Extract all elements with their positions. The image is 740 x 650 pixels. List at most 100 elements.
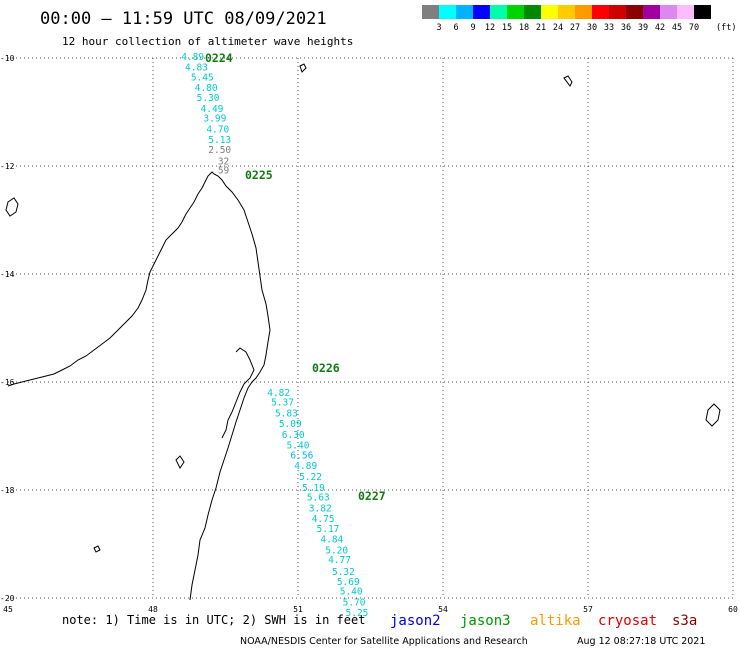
satellite-cryosat: cryosat [598,613,657,629]
legend-label: 9 [470,23,475,33]
legend-swatch [643,5,660,19]
legend-swatch [490,5,507,19]
swh-value: 5.09 [279,419,302,430]
swh-value: 4.77 [328,555,351,566]
swh-value: 5.19 [302,483,325,494]
footer-note: note: 1) Time is in UTC; 2) SWH is in fe… [62,613,365,627]
swh-value: 5.40 [287,441,310,452]
y-tick-label: -10 [0,54,15,63]
legend-swatch [524,5,541,19]
footer-timestamp: Aug 12 08:27:18 UTC 2021 [577,636,705,647]
swh-value: 5.25 [346,608,369,619]
swh-value: 4.89 [181,52,204,63]
swh-value: 4.49 [201,104,224,115]
island-south [175,455,185,469]
swh-value: 5.30 [197,93,220,104]
legend-swatch [626,5,643,19]
island-north [299,63,307,73]
x-tick-label: 54 [438,605,448,614]
legend-swatch [592,5,609,19]
swh-value: 4.80 [195,83,218,94]
legend-label: 24 [553,23,563,33]
legend-label: 6 [453,23,458,33]
legend-label: 70 [689,23,699,33]
satellite-altika: altika [530,613,581,629]
legend-label: 12 [485,23,495,33]
y-tick-label: -12 [0,162,15,171]
west-coast-detail [221,347,255,439]
swh-value: 5.13 [208,135,231,146]
swh-value: 5.20 [325,545,348,556]
y-tick-label: -18 [0,486,15,495]
swh-value: 3.82 [309,503,332,514]
legend-label: 3 [436,23,441,33]
swh-value: 59 [218,165,230,176]
legend-swatch [439,5,456,19]
swh-value: 6.56 [290,450,313,461]
swh-value: 5.40 [340,587,363,598]
swh-value: 5.17 [317,524,340,535]
legend-swatch [660,5,677,19]
map-subtitle: 12 hour collection of altimeter wave hei… [62,35,353,48]
x-tick-label: 45 [3,605,13,614]
swh-value: 5.83 [275,408,298,419]
coastline [5,63,721,601]
legend-unit: (ft) [716,23,736,33]
legend-label: 36 [621,23,631,33]
wave-height-legend: 3 6 9 12 15 18 21 24 27 30 33 36 39 42 45 70 [422,5,711,33]
lat-lon-grid: 45 48 51 54 57 60 -10 -12 -14 -16 -18 -20 [0,54,738,614]
swh-observations: 4.894.835.454.805.304.493.994.705.132.50… [181,52,368,619]
swh-value: 6.30 [282,430,305,441]
legend-label: 45 [672,23,682,33]
swh-value: 4.82 [267,388,290,399]
swh-value: 5.63 [307,493,330,504]
swh-value: 32 [218,157,229,168]
legend-swatch [677,5,694,19]
legend-label: 18 [519,23,529,33]
legend-swatch [609,5,626,19]
track-time-0225: 0225 [245,168,273,182]
swh-value: 5.69 [337,577,360,588]
swh-value: 4.75 [312,514,335,525]
island-east [563,75,573,87]
legend-swatch [422,5,439,19]
legend-label: 33 [604,23,614,33]
track-time-0226: 0226 [312,361,340,375]
x-tick-label: 48 [148,605,158,614]
legend-label: 42 [655,23,665,33]
legend-label: 21 [536,23,546,33]
swh-value: 4.70 [206,124,229,135]
legend-swatch [575,5,592,19]
swh-value: 5.45 [191,72,214,83]
swh-value: 4.84 [320,535,343,546]
footer-credit: NOAA/NESDIS Center for Satellite Applica… [240,636,528,647]
legend-swatch [541,5,558,19]
track-time-0227: 0227 [358,489,386,503]
satellite-jason2: jason2 [390,613,441,629]
swh-value: 4.83 [185,63,208,74]
swh-value: 5.22 [299,472,322,483]
x-tick-label: 51 [293,605,303,614]
island-nosy-be [5,197,19,217]
legend-label: 39 [638,23,648,33]
swh-value: 2.50 [208,145,231,156]
legend-label: 30 [587,23,597,33]
swh-value: 5.32 [332,567,355,578]
swh-value: 3.99 [203,113,226,124]
x-tick-label: 57 [583,605,593,614]
y-tick-label: -16 [0,378,15,387]
map-title: 00:00 – 11:59 UTC 08/09/2021 [40,9,327,29]
legend-label: 27 [570,23,580,33]
legend-swatch [456,5,473,19]
satellite-s3a: s3a [672,613,697,629]
legend-swatch [473,5,490,19]
island-reunion [705,403,721,427]
swh-value: 5.70 [343,597,366,608]
satellite-legend: jason2 jason3 altika cryosat s3a [390,613,697,629]
island-sw [93,545,101,553]
x-tick-label: 60 [728,605,738,614]
legend-label: 15 [502,23,512,33]
satellite-jason3: jason3 [460,613,511,629]
swh-value: 4.89 [294,461,317,472]
